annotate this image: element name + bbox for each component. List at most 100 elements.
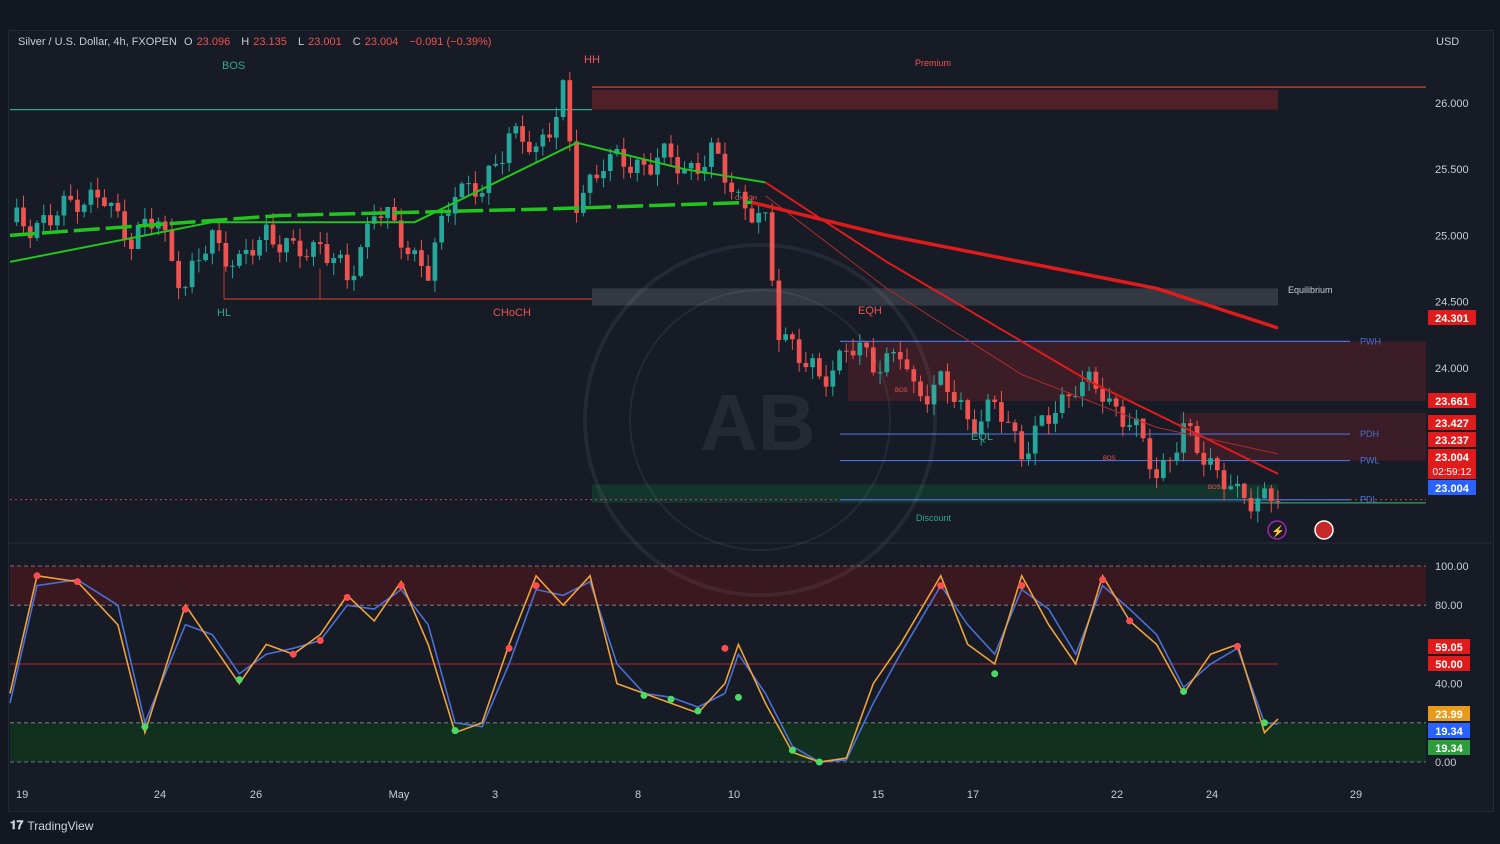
x-tick-label: 3 (492, 789, 498, 801)
candle-body (425, 266, 431, 281)
bull-candle (479, 184, 485, 203)
bear-candle (621, 137, 627, 179)
stoch-cross-dot (451, 727, 459, 735)
bear-candle (924, 384, 930, 413)
price-badge-value: 23.427 (1435, 418, 1469, 430)
candle-body (412, 250, 418, 255)
bear-candle (965, 398, 971, 431)
bull-candle (1262, 482, 1267, 499)
candle-body (864, 342, 869, 348)
bull-candle (1235, 475, 1240, 498)
stoch-cross-dot (815, 758, 823, 766)
candle-body (1154, 469, 1159, 478)
stoch-cross-dot (289, 650, 297, 658)
bear-candle (1046, 406, 1052, 435)
supply-zone-1 (848, 341, 1426, 401)
bear-candle (1194, 420, 1200, 455)
candle-body (1113, 398, 1119, 407)
bull-candle (236, 249, 242, 269)
annotation-hl: HL (217, 307, 231, 319)
bull-candle (1053, 401, 1058, 433)
bull-candle (938, 370, 944, 387)
bull-candle (209, 228, 215, 265)
y-tick-label: 25.500 (1435, 164, 1469, 176)
close-label: C (352, 36, 361, 48)
supply-zone-2 (1180, 412, 1426, 461)
y-tick-label: 24.000 (1435, 363, 1469, 375)
candle-body (41, 215, 47, 223)
stoch-cross-dot (1180, 687, 1188, 695)
osc-y-tick-label: 0.00 (1435, 757, 1456, 769)
bear-candle (769, 203, 775, 287)
bear-candle (823, 364, 829, 397)
candle-body (648, 164, 654, 175)
x-tick-label: 22 (1111, 789, 1123, 801)
candle-body (351, 275, 357, 281)
bull-candle (634, 156, 640, 182)
price-badge-value: 23.004 (1435, 452, 1470, 464)
bull-candle (1073, 385, 1079, 399)
candle-body (68, 195, 74, 200)
annotation-bos: BOS (1103, 456, 1116, 462)
stoch-cross-dot (667, 695, 675, 703)
stoch-cross-dot (1018, 582, 1026, 590)
annotation-premium: Premium (915, 58, 951, 68)
candle-body (236, 253, 242, 266)
bear-candle (796, 328, 802, 372)
candle-body (317, 242, 323, 245)
candle-body (432, 242, 438, 281)
bull-candle (614, 144, 620, 157)
stoch-cross-dot (73, 578, 81, 586)
currency-label[interactable]: USD (1436, 36, 1460, 48)
bull-candle (243, 238, 249, 265)
bull-candle (857, 334, 863, 365)
candle-body (607, 154, 613, 172)
candle-body (992, 399, 998, 403)
high-value: 23.135 (253, 36, 287, 48)
candle-body (560, 80, 566, 117)
candle-body (1140, 418, 1146, 439)
ema-slow-green (9, 200, 752, 238)
candle-body (614, 148, 620, 155)
price-badge-value: 23.237 (1435, 435, 1469, 447)
bear-candle (526, 130, 532, 155)
bull-candle (88, 182, 94, 214)
bull-candle (1160, 453, 1166, 481)
candle-body (843, 350, 849, 352)
bull-candle (358, 244, 364, 278)
candle-body (108, 202, 114, 206)
candle-body (203, 253, 208, 261)
candle-body (209, 230, 215, 254)
tradingview-logo-icon[interactable]: 𝟏𝟕 (10, 818, 24, 832)
bull-candle (837, 348, 842, 375)
price-badge-value: 23.661 (1435, 396, 1469, 408)
price-badge (1428, 449, 1476, 479)
stoch-cross-dot (1126, 617, 1134, 625)
bull-candle (655, 148, 660, 187)
osc-badge-value: 59.05 (1435, 642, 1463, 654)
symbol-title[interactable]: Silver / U.S. Dollar, 4h, FXOPEN (18, 36, 177, 48)
candle-body (924, 396, 930, 405)
bear-candle (317, 232, 323, 255)
candle-body (756, 213, 762, 223)
candle-body (452, 197, 458, 214)
osc-badge (1428, 740, 1470, 755)
candle-body (1107, 398, 1112, 402)
bull-candle (1134, 409, 1139, 438)
bear-candle (473, 171, 478, 205)
candle-body (1214, 458, 1220, 471)
candle-body (324, 244, 330, 264)
bull-candle (412, 247, 418, 262)
bull-candle (432, 237, 438, 293)
lightning-icon (1267, 520, 1287, 540)
annotation-bos: BOS (895, 388, 908, 394)
bear-candle (277, 235, 283, 263)
candle-body (331, 258, 337, 264)
candle-body (776, 280, 782, 341)
candle-body (978, 421, 984, 434)
bull-candle (513, 122, 519, 139)
overbought-zone (10, 566, 1426, 606)
bull-candle (607, 148, 613, 182)
bull-candle (1039, 414, 1045, 427)
